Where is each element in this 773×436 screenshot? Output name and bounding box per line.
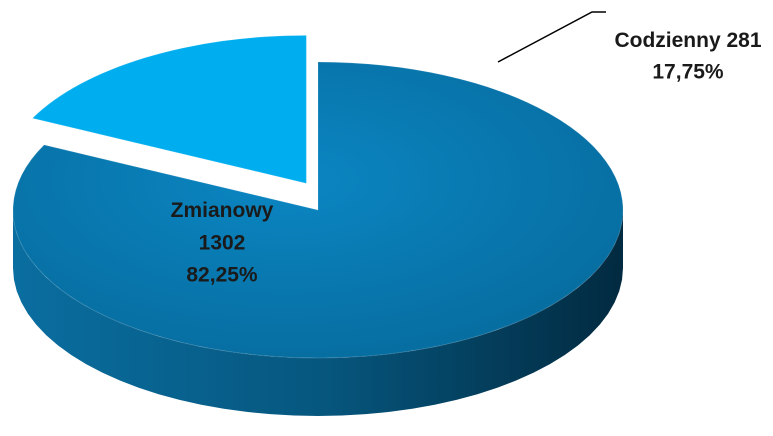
percent-label: 17,75% (652, 61, 724, 84)
data-label: Zmianowy (171, 199, 274, 222)
data-label: Codzienny 281 (614, 29, 761, 52)
leader-line (497, 11, 606, 63)
category-label: Zmianowy (171, 199, 274, 222)
category-label: Codzienny (614, 29, 720, 52)
pie-tops (12, 34, 624, 359)
percent-label: 82,25% (186, 264, 258, 287)
value-label: 281 (726, 29, 761, 52)
slice (31, 34, 307, 184)
slice-wall (13, 210, 623, 416)
slice (12, 61, 624, 359)
pie-walls (13, 210, 623, 416)
value-label: 1302 (199, 232, 246, 255)
